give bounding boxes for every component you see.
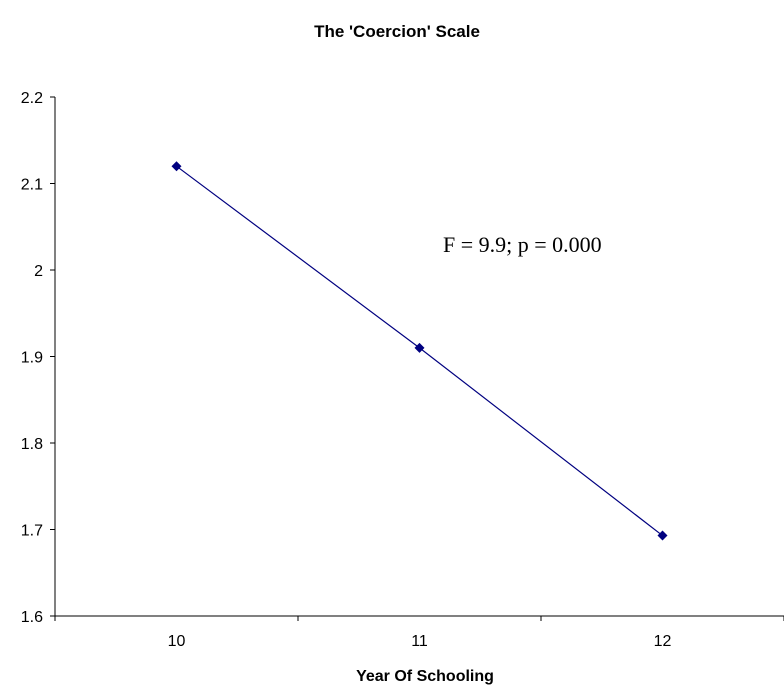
stats-annotation: F = 9.9; p = 0.000 [443, 232, 602, 257]
y-tick-label: 1.7 [21, 523, 43, 540]
x-axis-title: Year Of Schooling [356, 668, 494, 685]
y-tick-label: 2.1 [21, 177, 43, 194]
y-tick-label: 1.8 [21, 436, 43, 453]
y-axis: 2.2 2.1 2 1.9 1.8 1.7 1.6 [21, 90, 56, 626]
data-point [414, 342, 425, 353]
y-tick-label: 2 [34, 263, 43, 280]
data-point [171, 161, 182, 172]
y-tick-label: 2.2 [21, 90, 43, 107]
x-tick-label: 10 [168, 633, 186, 650]
chart-title: The 'Coercion' Scale [314, 22, 480, 41]
y-tick-label: 1.9 [21, 350, 43, 367]
data-point [657, 530, 668, 541]
x-tick-label: 11 [411, 633, 428, 650]
x-axis: 10 11 12 [54, 615, 784, 650]
plot-area [171, 161, 668, 541]
y-tick-label: 1.6 [21, 609, 43, 626]
x-tick-label: 12 [654, 633, 672, 650]
